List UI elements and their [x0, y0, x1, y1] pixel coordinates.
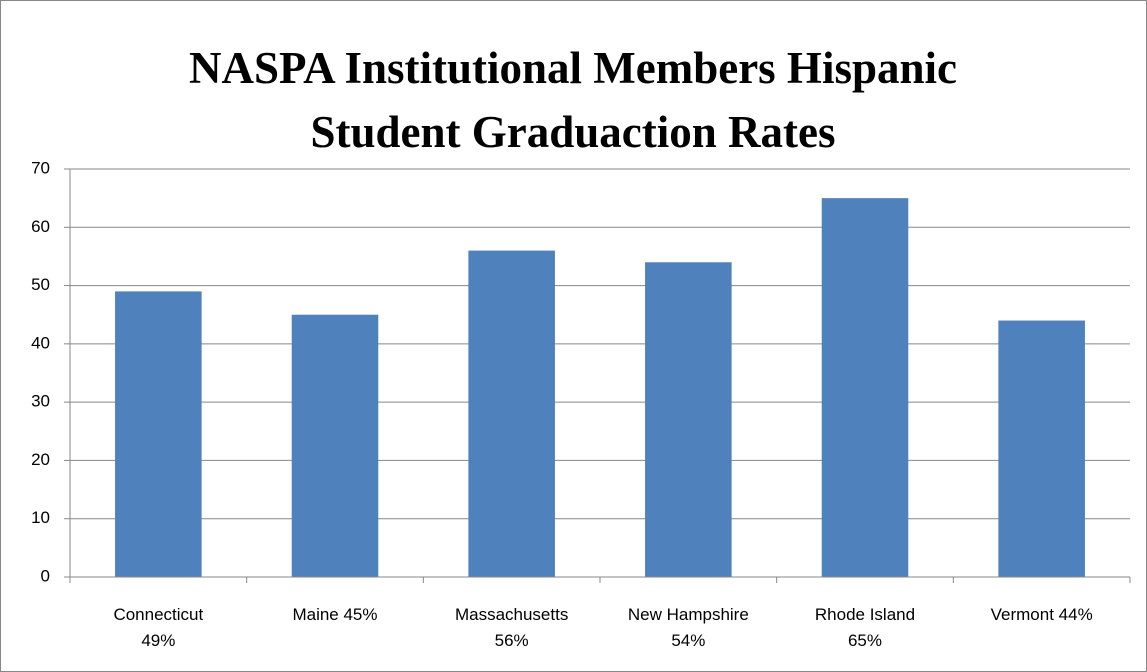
- x-tick-label: Vermont 44%: [990, 605, 1093, 624]
- bar: [291, 314, 379, 577]
- y-tick-label: 0: [41, 566, 50, 585]
- y-tick-label: 10: [31, 508, 50, 527]
- x-tick-label: New Hampshire 54%: [627, 605, 749, 650]
- bar: [645, 262, 732, 577]
- x-tick-label: Maine 45%: [292, 605, 378, 624]
- chart-title: NASPA Institutional Members Hispanic Stu…: [189, 43, 957, 157]
- y-tick-label: 20: [31, 450, 50, 469]
- y-tick-label: 60: [31, 217, 50, 236]
- x-tick-label: Rhode Island 65%: [814, 605, 916, 650]
- bar: [468, 250, 555, 577]
- y-tick-label: 50: [31, 275, 50, 294]
- bar: [998, 320, 1085, 577]
- bar: [115, 291, 202, 577]
- x-tick-label: Connecticut 49%: [113, 605, 204, 650]
- bar: [821, 198, 909, 577]
- y-tick-label: 30: [31, 392, 50, 411]
- y-tick-label: 40: [31, 333, 50, 352]
- y-tick-label: 70: [31, 158, 50, 177]
- x-tick-label: Massachusetts 56%: [454, 605, 569, 650]
